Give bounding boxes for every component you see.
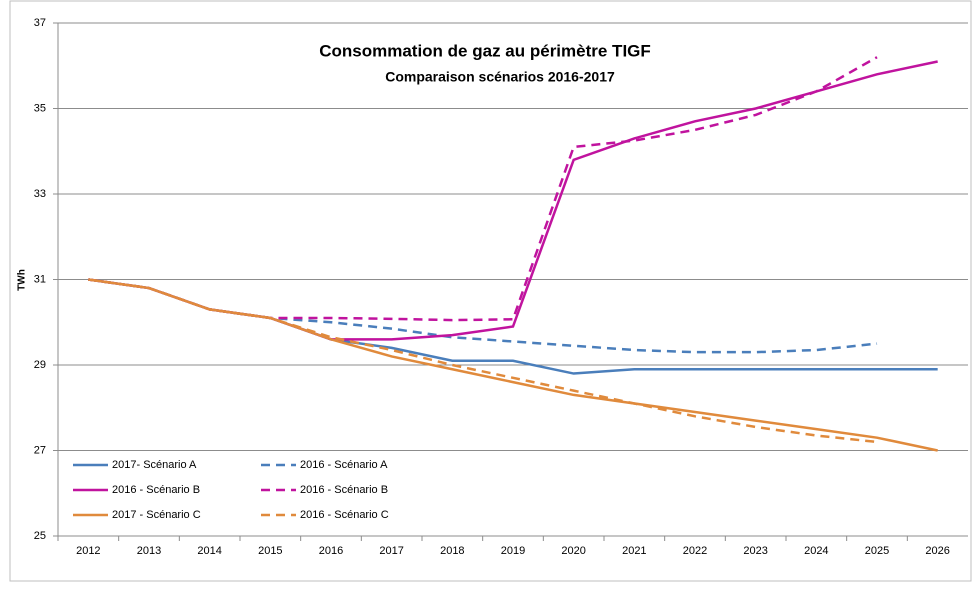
chart-title: Consommation de gaz au périmètre TIGF	[319, 41, 651, 60]
y-tick-label: 31	[34, 273, 46, 285]
legend-label: 2016 - Scénario A	[300, 459, 388, 471]
legend-label: 2016 - Scénario C	[300, 509, 389, 521]
y-tick-label: 25	[34, 530, 46, 542]
chart-subtitle: Comparaison scénarios 2016-2017	[385, 69, 615, 85]
chart-frame	[9, 0, 972, 582]
y-tick-label: 27	[34, 444, 46, 456]
legend-label: 2017- Scénario A	[112, 459, 197, 471]
x-tick-label: 2025	[865, 545, 889, 557]
x-tick-label: 2012	[76, 545, 100, 557]
series-line	[88, 56, 878, 322]
y-tick-label: 35	[34, 102, 46, 114]
x-tick-label: 2022	[683, 545, 707, 557]
x-tick-label: 2018	[440, 545, 464, 557]
x-tick-label: 2020	[561, 545, 585, 557]
y-tick-label: 33	[34, 188, 46, 200]
x-tick-label: 2016	[319, 545, 343, 557]
x-tick-label: 2014	[197, 545, 221, 557]
x-tick-label: 2024	[804, 545, 828, 557]
legend-label: 2016 - Scénario B	[300, 484, 388, 496]
series-line	[88, 278, 878, 354]
legend-label: 2016 - Scénario B	[112, 484, 200, 496]
x-tick-label: 2026	[925, 545, 949, 557]
x-tick-label: 2021	[622, 545, 646, 557]
x-tick-label: 2017	[379, 545, 403, 557]
x-tick-label: 2013	[137, 545, 161, 557]
x-tick-label: 2019	[501, 545, 525, 557]
y-tick-label: 29	[34, 359, 46, 371]
series-line	[88, 278, 878, 444]
legend-label: 2017 - Scénario C	[112, 509, 201, 521]
y-tick-label: 37	[34, 17, 46, 29]
series-line	[88, 278, 938, 452]
x-tick-label: 2023	[743, 545, 767, 557]
x-tick-label: 2015	[258, 545, 282, 557]
y-axis-label: TWh	[17, 269, 28, 291]
series-line	[88, 60, 938, 341]
